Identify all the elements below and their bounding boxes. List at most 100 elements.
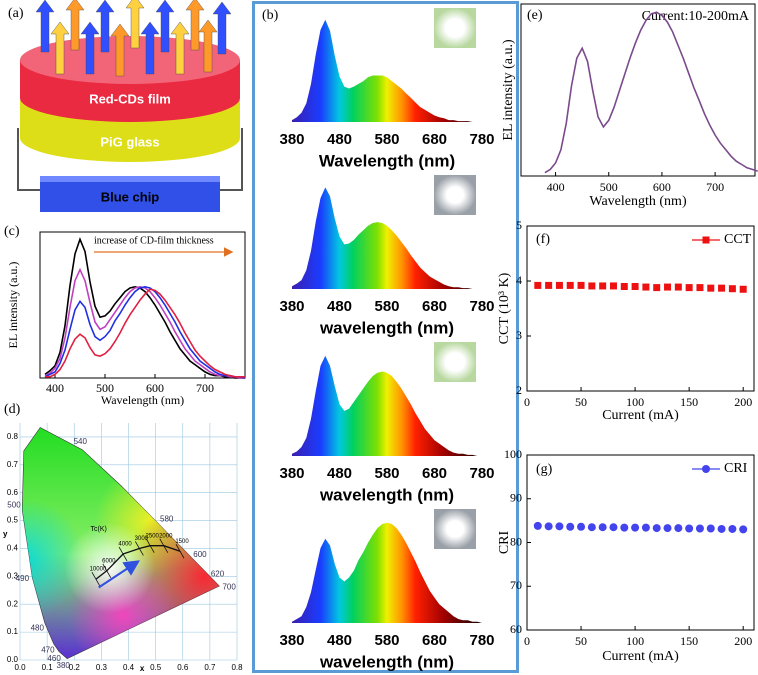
point xyxy=(555,281,563,289)
cct-label: 3000 xyxy=(135,536,149,542)
x-tick-label: 150 xyxy=(680,395,698,409)
y-tick-label: 0.2 xyxy=(7,599,19,608)
led-photo xyxy=(434,342,476,382)
panel-label: (f) xyxy=(536,232,550,247)
x-tick-label: 600 xyxy=(653,180,671,194)
y-tick-label: 70 xyxy=(510,578,522,592)
led-photo xyxy=(434,509,476,549)
panel-label: (c) xyxy=(4,224,20,239)
y-tick-label: 100 xyxy=(504,447,522,461)
layer-label: Blue chip xyxy=(101,189,160,204)
x-tick-label: 580 xyxy=(374,465,399,482)
x-tick-label: 0.2 xyxy=(69,663,81,672)
x-tick-label: 150 xyxy=(680,634,698,648)
isotherm xyxy=(135,541,144,556)
x-tick-label: 580 xyxy=(374,632,399,649)
x-tick-label: 780 xyxy=(469,298,494,315)
x-tick-label: 500 xyxy=(96,381,114,395)
y-axis-label: EL intensity (a.u.) xyxy=(6,262,20,349)
cct-label: 4000 xyxy=(118,542,132,548)
y-tick-label: 0.5 xyxy=(7,516,19,525)
point xyxy=(566,522,575,531)
spectrum-area xyxy=(292,355,482,456)
y-tick-label: 0.1 xyxy=(7,627,19,636)
isotherm xyxy=(145,538,155,553)
point xyxy=(652,524,661,533)
point xyxy=(685,524,694,533)
point xyxy=(631,283,639,290)
shift-arrow xyxy=(98,560,140,589)
layer-label: Red-CDs film xyxy=(89,91,171,106)
y-tick-label: 3 xyxy=(516,328,522,342)
legend-label: CCT xyxy=(724,232,752,247)
y-axis-label: y xyxy=(3,530,8,539)
light-arrow xyxy=(170,21,190,75)
legend-label: CRI xyxy=(724,461,748,476)
point xyxy=(718,284,726,292)
plot-frame xyxy=(39,231,246,379)
point xyxy=(707,284,715,292)
x-tick-label: 380 xyxy=(279,298,304,315)
x-tick-label: 0.4 xyxy=(123,663,135,672)
isotherm xyxy=(91,571,101,587)
x-tick-label: 50 xyxy=(575,634,587,648)
spectrum-line xyxy=(44,237,245,379)
point xyxy=(544,522,553,531)
spectrum-area xyxy=(292,19,482,123)
wavelength-label: 460 xyxy=(47,654,61,663)
point xyxy=(696,284,704,292)
point xyxy=(545,281,553,289)
x-tick-label: 500 xyxy=(600,180,618,194)
cct-label: 2000 xyxy=(159,533,173,539)
point xyxy=(534,281,542,289)
cct-label: 1500 xyxy=(175,539,189,545)
x-tick-label: 680 xyxy=(422,131,447,148)
wavelength-label: 500 xyxy=(7,500,21,509)
point xyxy=(664,283,672,291)
x-axis-label: Current (mA) xyxy=(602,649,679,664)
cct-label: 2500 xyxy=(146,533,160,539)
light-arrow xyxy=(185,0,205,51)
point xyxy=(620,523,629,532)
x-tick-label: 600 xyxy=(146,381,164,395)
spectrum-line xyxy=(44,285,246,379)
point xyxy=(739,285,747,293)
point xyxy=(674,283,682,291)
x-tick-label: 400 xyxy=(46,381,64,395)
legend-marker xyxy=(702,236,710,244)
x-axis-label: Wavelength (nm) xyxy=(589,194,687,209)
y-axis-label: EL intensity (a.u.) xyxy=(501,39,516,141)
panel-label: (e) xyxy=(527,8,543,23)
x-tick-label: 680 xyxy=(422,298,447,315)
light-arrow xyxy=(198,19,218,73)
spectrum-area xyxy=(292,187,482,289)
chart-title: Current:10-200mA xyxy=(642,9,750,24)
light-arrow xyxy=(35,0,55,53)
x-tick-label: 380 xyxy=(279,465,304,482)
x-axis-label: Wavelength (nm) xyxy=(319,151,455,170)
light-arrow xyxy=(95,0,115,53)
wavelength-label: 380 xyxy=(57,661,71,670)
point xyxy=(728,285,736,293)
point xyxy=(739,525,748,534)
x-axis-label: wavelength (nm) xyxy=(319,318,454,337)
panel-label: (d) xyxy=(4,402,21,417)
x-axis-label: wavelength (nm) xyxy=(319,485,454,504)
x-tick-label: 0.1 xyxy=(42,663,54,672)
x-tick-label: 200 xyxy=(734,634,752,648)
x-tick-label: 0 xyxy=(524,395,530,409)
y-tick-label: 0.0 xyxy=(7,655,19,664)
led-photo xyxy=(434,175,476,215)
wavelength-label: 480 xyxy=(31,623,45,632)
cct-label: 10000 xyxy=(90,567,107,573)
x-tick-label: 0.5 xyxy=(150,663,162,672)
cct-label: 6000 xyxy=(102,558,116,564)
point xyxy=(728,524,737,533)
x-axis-label: Wavelength (nm) xyxy=(101,393,184,407)
isotherm xyxy=(102,563,112,578)
x-tick-label: 680 xyxy=(422,632,447,649)
x-tick-label: 480 xyxy=(327,131,352,148)
x-tick-label: 380 xyxy=(279,131,304,148)
y-axis-label: CRI xyxy=(497,530,512,554)
